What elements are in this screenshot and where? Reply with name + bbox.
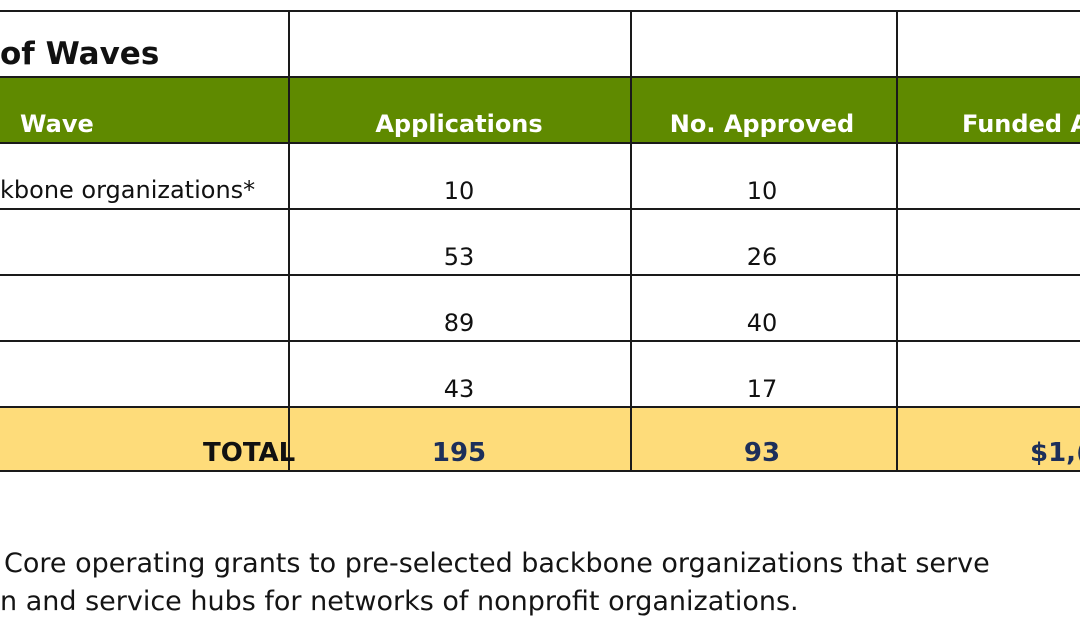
total-label: TOTAL <box>203 438 296 468</box>
table-header-band <box>0 77 1080 143</box>
table-cell-approved: 10 <box>746 177 778 205</box>
table-border <box>0 340 1080 342</box>
table-border <box>0 274 1080 276</box>
total-approved: 93 <box>743 438 781 468</box>
table-cell-approved: 40 <box>746 309 778 337</box>
total-funded: $1,( <box>1030 438 1080 468</box>
table-cell-applications: 10 <box>443 177 475 205</box>
table-border <box>0 142 1080 144</box>
table-cell-applications: 53 <box>443 243 475 271</box>
table-border <box>0 406 1080 408</box>
table-cell-approved: 26 <box>746 243 778 271</box>
footnote: Core operating grants to pre-selected ba… <box>0 545 1080 621</box>
table-cell-wave: kbone organizations* <box>0 176 256 204</box>
table-cell-applications: 89 <box>443 309 475 337</box>
column-header-approved: No. Approved <box>669 110 855 138</box>
footnote-line: Core operating grants to pre-selected ba… <box>4 548 990 579</box>
table-border <box>288 10 290 472</box>
table-title: of Waves <box>0 36 160 72</box>
column-header-funded: Funded A <box>962 110 1080 138</box>
table-total-band <box>0 407 1080 471</box>
column-header-applications: Applications <box>375 110 543 138</box>
table-cell-applications: 43 <box>443 375 475 403</box>
table-border <box>896 10 898 472</box>
table-border <box>0 208 1080 210</box>
table-border <box>0 76 1080 78</box>
table-border <box>0 10 1080 12</box>
table-border <box>0 470 1080 472</box>
table-cell-approved: 17 <box>746 375 778 403</box>
column-header-wave: Wave <box>20 110 94 138</box>
total-applications: 195 <box>431 438 487 468</box>
table-border <box>630 10 632 472</box>
footnote-line: n and service hubs for networks of nonpr… <box>0 586 799 617</box>
